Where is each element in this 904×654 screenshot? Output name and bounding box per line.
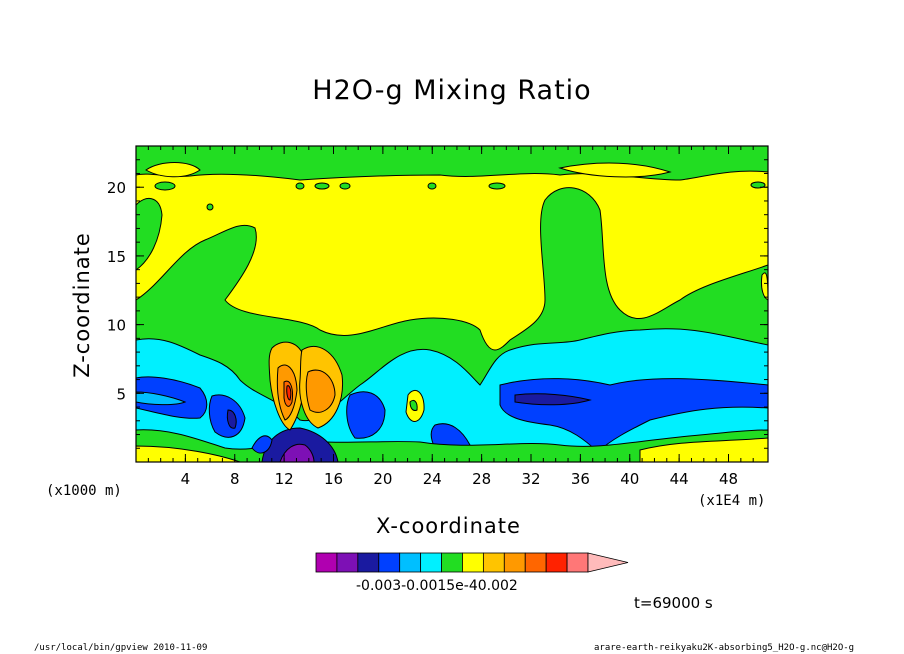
colorbar-segment [336,552,359,573]
tick-label: 48 [719,470,738,488]
colorbar-segment [462,552,484,573]
colorbar-segment [420,552,442,573]
tick-label: 8 [230,470,240,488]
colorbar-segment [545,552,568,573]
tick-label: 12 [275,470,294,488]
colorbar-segment [482,552,505,573]
time-label: t=69000 s [634,594,713,612]
tick-label: 16 [324,470,343,488]
colorbar-segment [399,552,422,573]
tick-label: 10 [107,317,126,335]
footer-left: /usr/local/bin/gpview 2010-11-09 [34,643,208,653]
tick-label: 28 [472,470,491,488]
chart-title: H2O-g Mixing Ratio [312,75,592,106]
y-axis-label: Z-coordinate [70,232,94,378]
contour-green-left [136,197,163,271]
tick-label: 36 [571,470,590,488]
tick-label: 15 [107,248,126,266]
tick-label: 24 [423,470,442,488]
colorbar-segment [503,552,526,573]
x-axis-label: X-coordinate [376,514,521,538]
colorbar-segment [378,552,401,573]
contour-blue-mid [346,391,386,439]
colorbar-segment [441,552,463,573]
plot-frame [135,145,769,463]
x-unit-right: (x1E4 m) [698,493,766,509]
colorbar [315,552,629,573]
colorbar-tick-labels: -0.003-0.0015e-40.002 [356,578,518,594]
colorbar-segment [524,552,547,573]
colorbar-segment [315,552,338,573]
x-unit-left: (x1000 m) [46,483,122,499]
tick-label: 4 [181,470,191,488]
tick-label: 20 [107,179,126,197]
tick-label: 20 [373,470,392,488]
tick-label: 40 [620,470,639,488]
axis-ticks [136,146,768,462]
tick-label: 44 [670,470,689,488]
tick-label: 5 [116,385,126,403]
contour-field [136,146,768,462]
colorbar-segment [357,552,380,573]
footer-right: arare-earth-reikyaku2K-absorbing5_H2O-g.… [594,643,855,653]
tick-label: 32 [521,470,540,488]
colorbar-extension [587,552,629,573]
colorbar-segment [566,552,589,573]
